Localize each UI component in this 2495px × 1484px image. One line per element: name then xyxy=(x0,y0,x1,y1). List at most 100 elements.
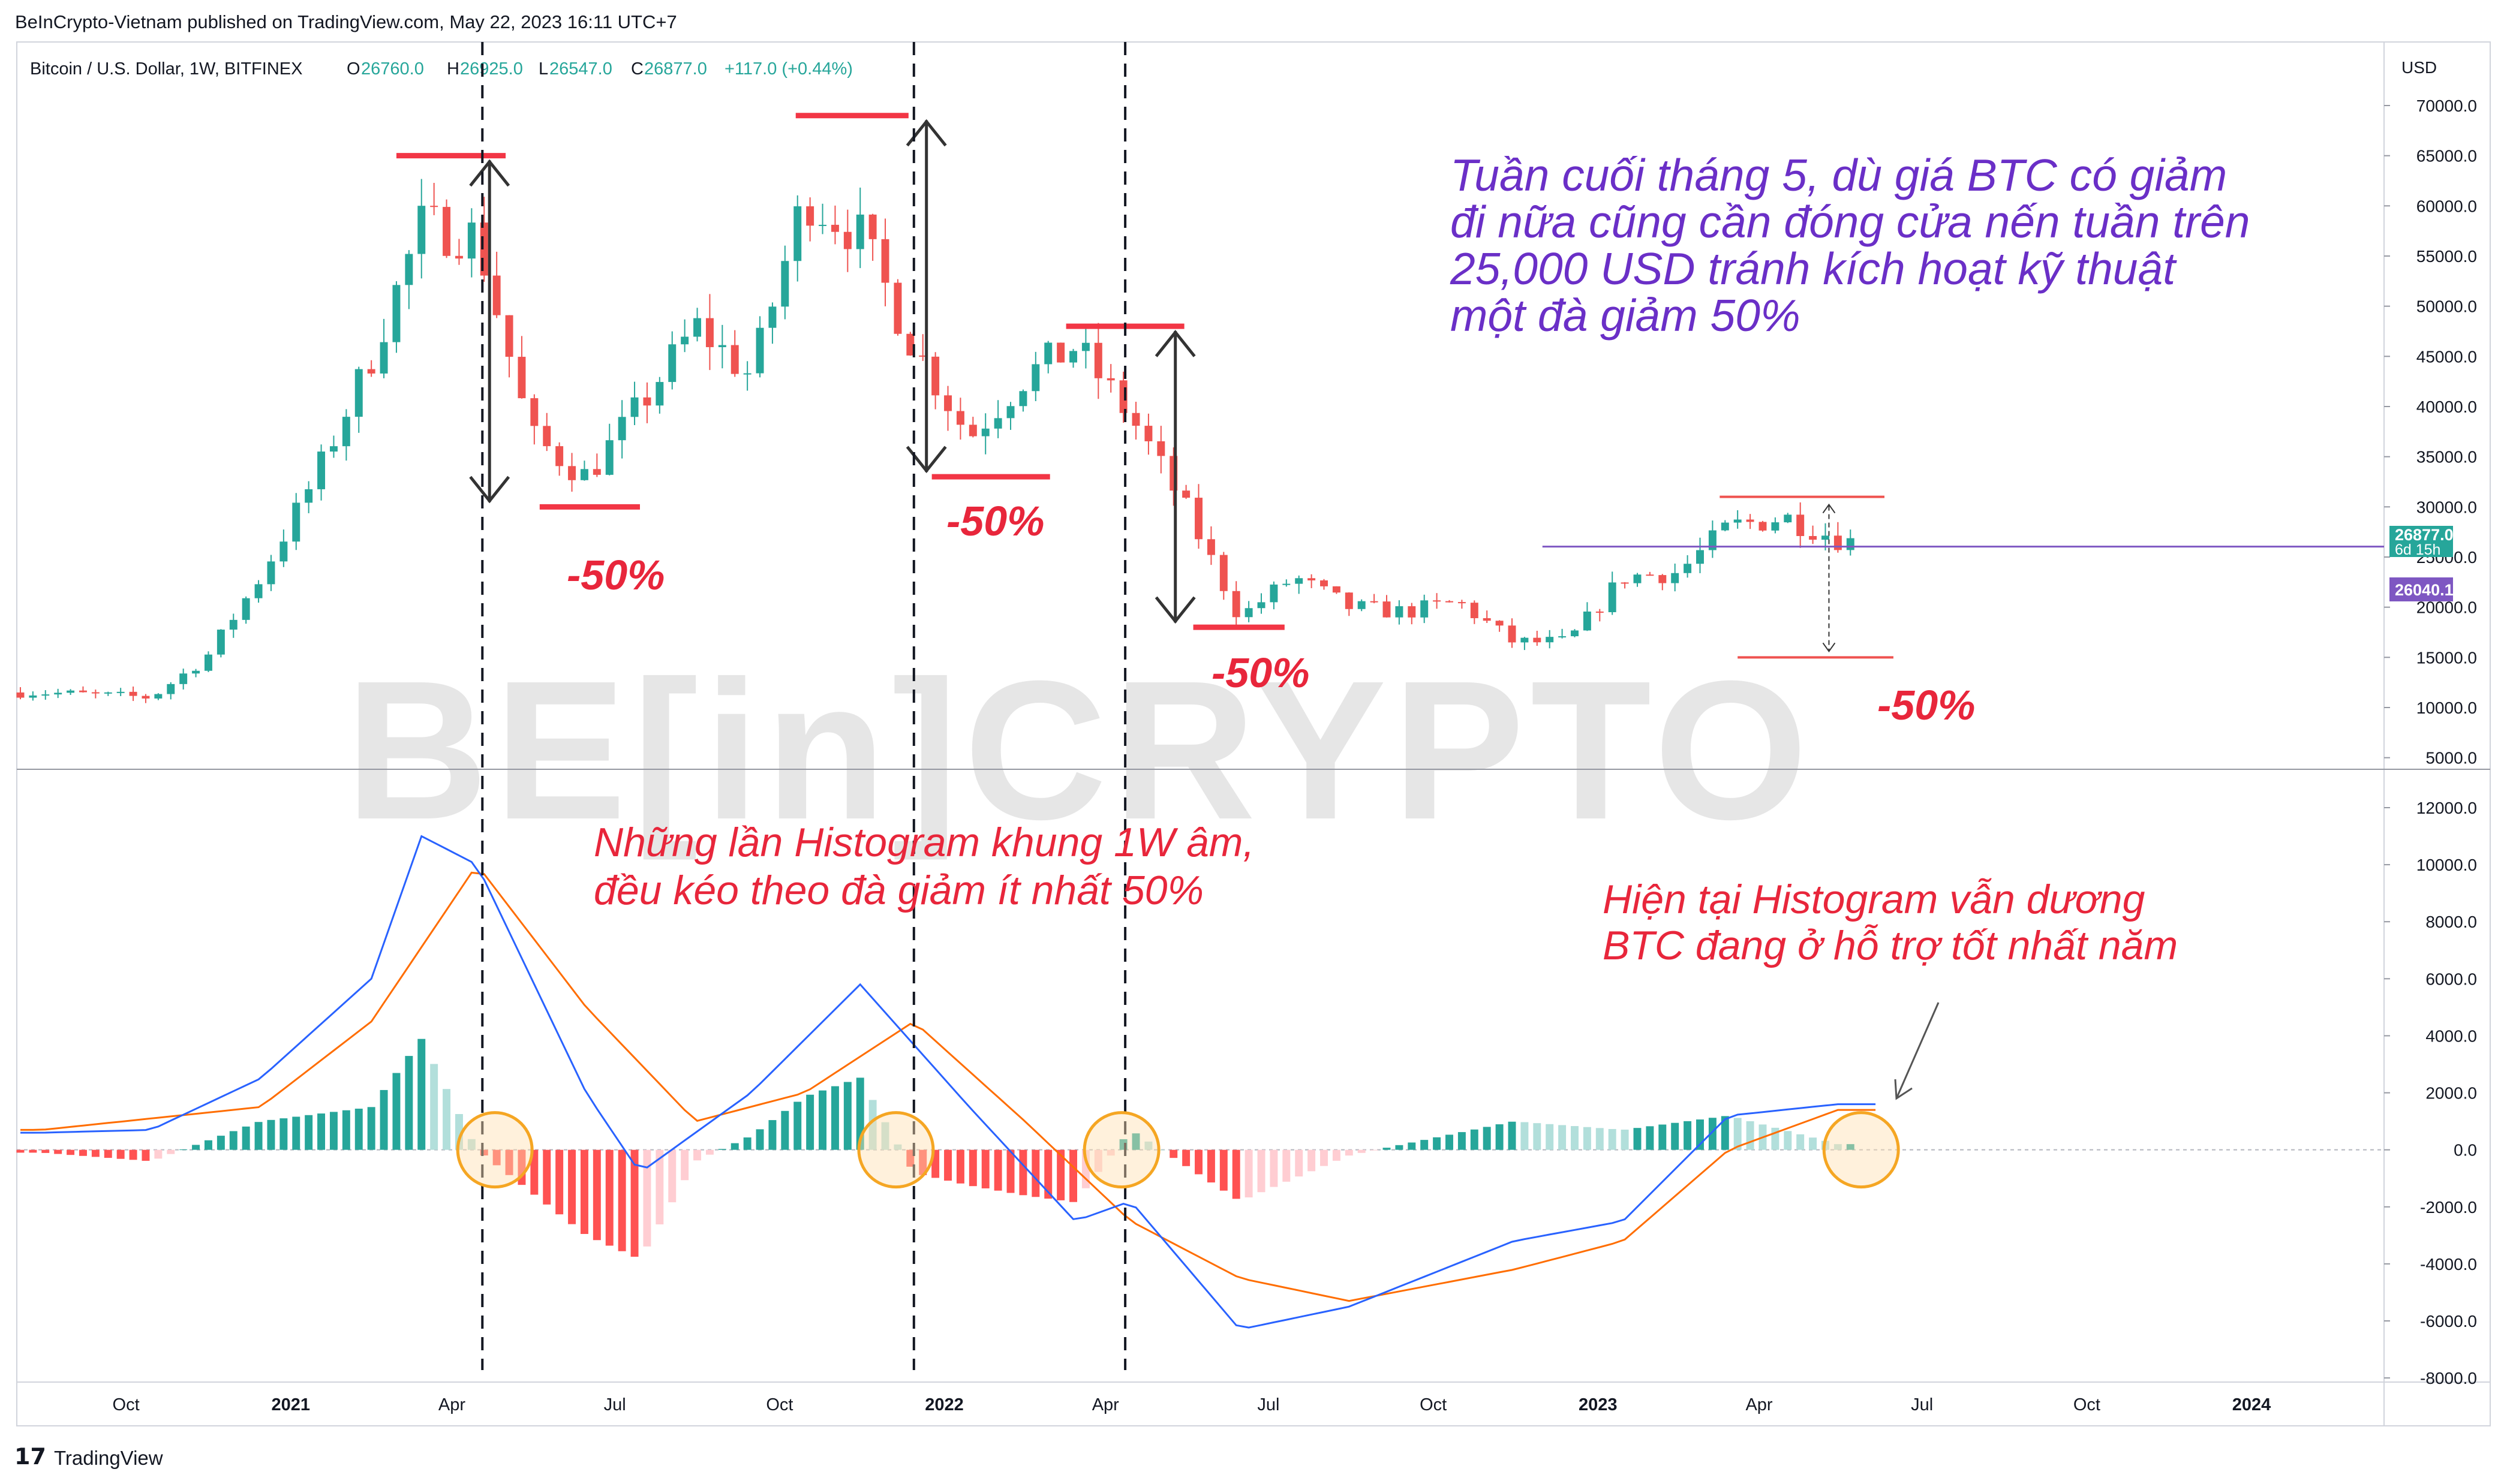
drop-arrowhead xyxy=(1822,642,1836,653)
drop-arrowhead xyxy=(1822,503,1836,514)
bar-countdown: 6d 15h xyxy=(2395,541,2440,558)
histogram-bar xyxy=(1094,1149,1102,1172)
candle-body xyxy=(1420,600,1429,618)
drop-label-2: -50% xyxy=(946,498,1044,544)
candle-body xyxy=(1219,555,1228,591)
candle-body xyxy=(505,315,513,357)
macd-note-left-line-1: Những lần Histogram khung 1W âm, xyxy=(594,820,1254,865)
candle-body xyxy=(167,684,175,694)
candle-body xyxy=(630,397,639,417)
candle-body xyxy=(1721,522,1729,531)
candle-body xyxy=(217,630,225,655)
histogram-bar xyxy=(944,1149,952,1181)
candle-body xyxy=(1357,601,1366,609)
chart-frame xyxy=(16,41,2491,1426)
candle-body xyxy=(1508,625,1516,643)
candle-body xyxy=(317,451,326,489)
candle-body xyxy=(104,692,112,694)
candle-body xyxy=(1833,535,1842,550)
histogram-bar xyxy=(1195,1149,1203,1175)
candle-body xyxy=(204,654,212,671)
candle-body xyxy=(1821,535,1829,540)
price-note-line-3: 25,000 USD tránh kích hoạt kỹ thuật xyxy=(1450,243,2177,294)
histogram-bar xyxy=(1633,1128,1642,1150)
plot-border xyxy=(16,41,2491,1426)
histogram-bar xyxy=(681,1149,689,1181)
candle-body xyxy=(956,411,964,425)
histogram-bar xyxy=(1370,1149,1378,1151)
histogram-bar xyxy=(1846,1144,1854,1150)
candle-body xyxy=(229,619,238,630)
time-axis[interactable]: Oct 2021 Apr Jul Oct 2022 Apr Jul Oct 2023 Apr Jul O… xyxy=(113,1395,2271,1414)
candle-body xyxy=(1307,578,1316,580)
histogram-bar xyxy=(1245,1149,1253,1198)
candle-body xyxy=(643,397,651,406)
note-pointer-arrowhead xyxy=(1894,1079,1913,1100)
candle-body xyxy=(1232,591,1240,618)
candle-body xyxy=(1144,426,1153,441)
histogram-bar xyxy=(1621,1129,1629,1150)
crossover-circle xyxy=(1083,1111,1161,1189)
cycle-dividers xyxy=(481,42,1127,1370)
histogram-bar xyxy=(1019,1149,1027,1196)
candle-body xyxy=(819,224,827,226)
macd-tick-label: 12000.0 xyxy=(2416,799,2477,817)
candle-body xyxy=(518,357,526,399)
drop-labels: -50% -50% -50% -50% xyxy=(567,498,1975,729)
histogram-bar xyxy=(1784,1131,1792,1150)
candle-body xyxy=(41,694,50,696)
candle-body xyxy=(881,239,889,283)
candle-body xyxy=(142,696,150,699)
histogram-bar xyxy=(217,1136,225,1150)
candle-body xyxy=(919,355,927,357)
candle-body xyxy=(931,356,940,396)
candle-body xyxy=(1520,637,1529,643)
time-tick-label: Jul xyxy=(1911,1395,1933,1414)
macd-tick-label: 8000.0 xyxy=(2425,913,2477,931)
histogram-bar xyxy=(279,1118,288,1150)
histogram-bar xyxy=(1107,1149,1115,1156)
histogram-bar xyxy=(1357,1149,1366,1153)
histogram-bar xyxy=(455,1113,463,1150)
candle-body xyxy=(705,318,714,347)
currency-label: USD xyxy=(2401,58,2437,77)
candle-body xyxy=(455,255,463,259)
histogram-bar xyxy=(1721,1116,1729,1150)
histogram-bar xyxy=(768,1120,777,1150)
candle-body xyxy=(793,206,802,261)
candle-body xyxy=(743,373,751,375)
candle-body xyxy=(1558,636,1567,638)
candle-body xyxy=(1295,578,1303,584)
candle-body xyxy=(944,395,952,411)
price-axis[interactable]: 70000.0 65000.0 60000.0 55000.0 50000.0 45000… xyxy=(2384,97,2477,767)
histogram-bar xyxy=(994,1149,1002,1191)
candle-body xyxy=(693,318,702,337)
histogram-bar xyxy=(29,1149,37,1153)
candle-body xyxy=(656,382,664,406)
candle-body xyxy=(1370,601,1378,603)
histogram-bar xyxy=(1733,1118,1742,1150)
histogram-bar xyxy=(618,1149,626,1251)
time-tick-label: Apr xyxy=(1092,1395,1119,1414)
candle-body xyxy=(1470,603,1478,618)
histogram-bar xyxy=(1157,1149,1165,1151)
candle-body xyxy=(681,336,689,345)
drop-label-1: -50% xyxy=(567,552,665,598)
candle-body xyxy=(1433,600,1441,602)
candle-body xyxy=(279,541,288,562)
histogram-bar xyxy=(1057,1149,1065,1200)
candle-body xyxy=(605,440,614,475)
histogram-bar xyxy=(242,1126,250,1150)
histogram-bar xyxy=(981,1149,990,1188)
macd-tick-label: 10000.0 xyxy=(2416,856,2477,874)
candle-body xyxy=(1758,522,1767,531)
candle-body xyxy=(192,670,200,674)
crossover-circle xyxy=(1822,1111,1900,1189)
histogram-bar xyxy=(1508,1121,1516,1150)
last-price-label: 26877.0 6d 15h xyxy=(2389,526,2454,558)
candle-body xyxy=(1708,530,1717,550)
histogram-bar xyxy=(919,1149,927,1175)
histogram-bar xyxy=(1583,1127,1591,1150)
candle-body xyxy=(1257,602,1265,609)
